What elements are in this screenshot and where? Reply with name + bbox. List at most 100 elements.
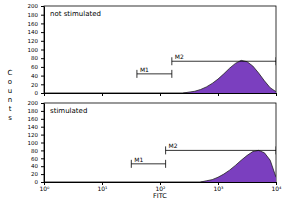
- y-tick-label: 0: [35, 179, 39, 185]
- gate-line: [166, 150, 276, 151]
- y-axis: 0 20 40 60 80 100 120 140 160 180 200: [28, 3, 45, 96]
- x-tick: 10²: [155, 182, 166, 192]
- y-tick: 60: [31, 156, 44, 162]
- y-tick-label: 20: [31, 82, 38, 88]
- y-tick-label: 140: [28, 124, 39, 130]
- histogram-area: [201, 150, 276, 182]
- y-tick-mark: [41, 119, 44, 120]
- x-axis: [45, 93, 277, 96]
- x-axis-title: FITC: [153, 192, 167, 200]
- x-tick-label: 10⁰: [39, 185, 50, 192]
- y-axis-line: [44, 104, 45, 183]
- y-tick: 80: [31, 55, 44, 61]
- y-tick: 180: [28, 12, 45, 18]
- y-tick: 0: [35, 179, 45, 185]
- gate-line: [131, 163, 165, 164]
- y-tick-mark: [41, 41, 44, 42]
- y-tick-label: 80: [31, 55, 38, 61]
- x-tick: 10³: [213, 182, 224, 192]
- x-tick: [218, 93, 219, 96]
- y-tick-mark: [41, 23, 44, 24]
- histogram-area: [183, 60, 276, 93]
- y-tick-label: 180: [28, 108, 39, 114]
- y-tick-mark: [41, 93, 44, 94]
- gate-label: M2: [175, 53, 184, 60]
- y-tick-label: 180: [28, 12, 39, 18]
- y-tick: 100: [28, 47, 45, 53]
- gate-line: [172, 61, 276, 62]
- gate-end: [136, 70, 137, 78]
- x-tick: 10⁰: [39, 182, 50, 192]
- y-tick-mark: [41, 158, 44, 159]
- y-tick-mark: [41, 15, 44, 16]
- y-tick-mark: [41, 150, 44, 151]
- y-axis-line: [44, 7, 45, 94]
- y-tick: 180: [28, 108, 45, 114]
- plot-area: [131, 146, 276, 182]
- x-tick: [102, 93, 103, 96]
- y-tick-label: 60: [31, 64, 38, 70]
- y-tick: 200: [28, 3, 45, 9]
- y-tick-label: 120: [28, 132, 39, 138]
- gate-end: [276, 57, 277, 65]
- x-tick-label: 10³: [213, 185, 224, 192]
- gate-line: [137, 73, 172, 74]
- gate-end: [171, 70, 172, 78]
- y-tick: 160: [28, 21, 45, 27]
- gate-end: [165, 146, 166, 154]
- y-tick-mark: [41, 135, 44, 136]
- y-tick-mark: [41, 182, 44, 183]
- plot-frame: [44, 6, 276, 93]
- y-tick-mark: [41, 127, 44, 128]
- y-tick: 120: [28, 38, 45, 44]
- y-tick: 60: [31, 64, 44, 70]
- x-tick-mark: [218, 93, 219, 96]
- y-tick: 200: [28, 100, 45, 106]
- y-tick-mark: [41, 76, 44, 77]
- y-tick: 80: [31, 148, 44, 154]
- y-tick-label: 200: [28, 100, 39, 106]
- y-tick-label: 140: [28, 29, 39, 35]
- panel: M1M2020406080100120140160180200not stimu…: [28, 3, 277, 96]
- x-tick: [160, 93, 161, 96]
- y-tick-mark: [41, 84, 44, 85]
- y-tick-label: 100: [28, 140, 39, 146]
- y-tick-label: 100: [28, 47, 39, 53]
- y-tick: 40: [31, 73, 44, 79]
- y-tick-label: 0: [35, 90, 39, 96]
- y-axis-title: Counts: [8, 69, 13, 122]
- gate-label: M1: [140, 66, 149, 73]
- y-tick-mark: [41, 103, 44, 104]
- y-tick-label: 120: [28, 38, 39, 44]
- histogram-outline: [201, 150, 276, 182]
- gate-end: [171, 57, 172, 65]
- x-tick-label: 10¹: [97, 185, 108, 192]
- x-tick-mark: [276, 93, 277, 96]
- y-tick-mark: [41, 50, 44, 51]
- y-tick-mark: [41, 111, 44, 112]
- y-tick-mark: [41, 174, 44, 175]
- gate-end: [276, 146, 277, 154]
- y-axis: 0 20 4060 80 100 120 140 160 180 200: [28, 100, 45, 185]
- y-tick: 100: [28, 140, 45, 146]
- plot-frame: [44, 103, 276, 182]
- y-tick-label: 160: [28, 116, 39, 122]
- y-tick-label: 160: [28, 21, 39, 27]
- y-tick: 140: [28, 124, 45, 130]
- panel: M1M210⁰10¹10²10³10⁴020406080100120140160…: [28, 100, 283, 192]
- x-tick-mark: [160, 93, 161, 96]
- y-tick: 20: [31, 82, 44, 88]
- y-tick-label: 40: [31, 163, 38, 169]
- y-tick-label: 200: [28, 3, 39, 9]
- x-tick-mark: [102, 93, 103, 96]
- y-tick: 20: [31, 171, 44, 177]
- gate-label: M2: [169, 142, 178, 149]
- y-tick-label: 40: [31, 73, 38, 79]
- y-tick-label: 20: [31, 171, 38, 177]
- gate-label: M1: [134, 156, 143, 163]
- y-tick: 140: [28, 29, 45, 35]
- x-axis: 10⁰10¹10²10³10⁴: [39, 182, 282, 192]
- y-tick-mark: [41, 58, 44, 59]
- gate-end: [131, 160, 132, 168]
- x-tick: [276, 93, 277, 96]
